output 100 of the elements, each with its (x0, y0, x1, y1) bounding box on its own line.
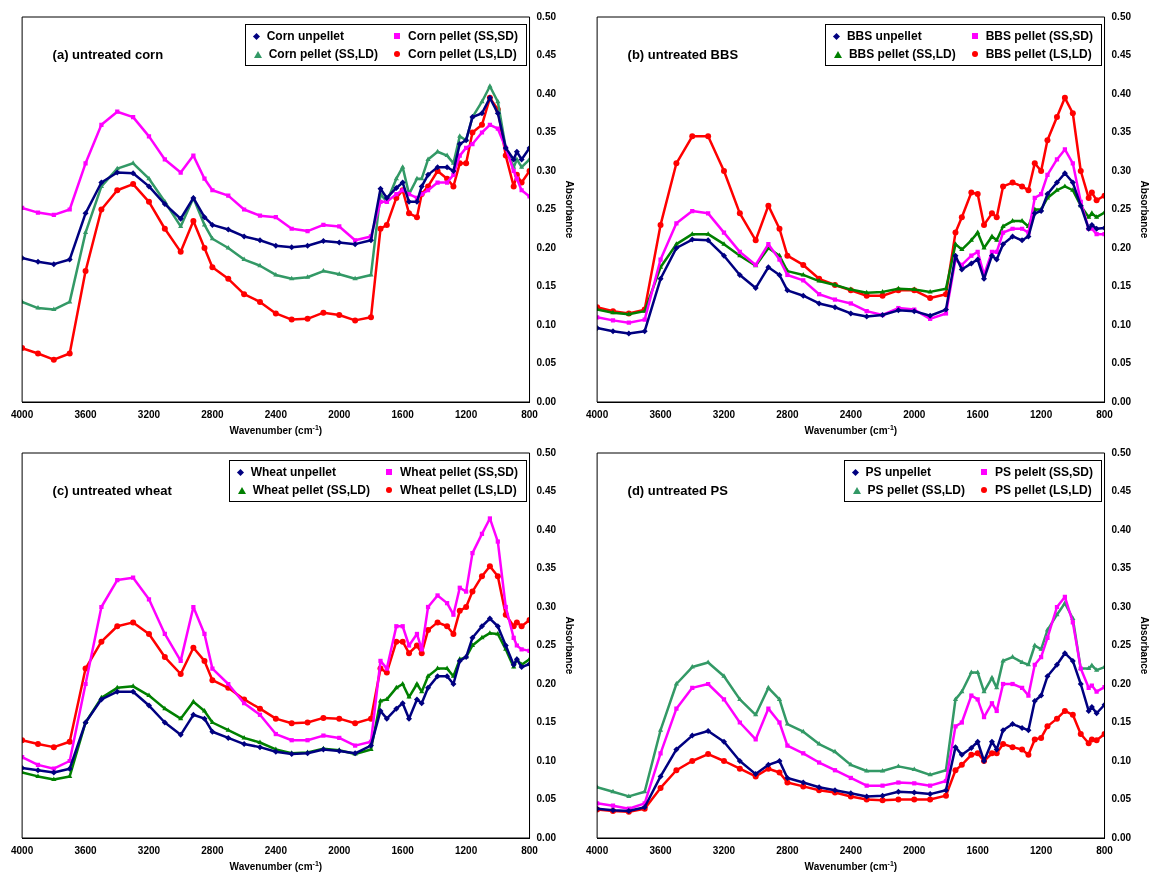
x-tick-label: 3200 (137, 408, 161, 420)
y-tick-label: 0.00 (1111, 831, 1132, 843)
x-tick-label: 2400 (264, 844, 288, 856)
x-tick-label: 1600 (966, 844, 990, 856)
y-tick-label: 0.30 (536, 164, 557, 176)
y-tick-label: 0.00 (536, 395, 557, 407)
y-tick-label: 0.45 (536, 485, 557, 497)
x-tick-label: 1200 (454, 844, 478, 856)
legend-label: Corn pellet (LS,LD) (407, 47, 517, 61)
legend-label: PS pellet (SS,LD) (867, 483, 965, 497)
y-axis-title: Absorbance (564, 180, 576, 239)
x-tick-label: 800 (1096, 408, 1114, 420)
y-tick-label: 0.20 (1111, 677, 1132, 689)
y-tick-label: 0.05 (1111, 793, 1132, 805)
y-tick-label: 0.05 (536, 793, 557, 805)
y-tick-label: 0.35 (1111, 562, 1132, 574)
y-tick-label: 0.50 (536, 446, 557, 458)
x-tick-label: 2000 (328, 408, 351, 420)
x-tick-label: 3600 (74, 408, 98, 420)
legend-label: Wheat unpellet (250, 465, 336, 479)
y-axis-title: Absorbance (564, 616, 576, 675)
y-axis-title: Absorbance (1139, 180, 1151, 239)
x-tick-label: 3200 (712, 844, 736, 856)
y-tick-label: 0.30 (536, 600, 557, 612)
y-tick-label: 0.50 (1111, 10, 1132, 22)
y-tick-label: 0.30 (1111, 600, 1132, 612)
legend-label: BBS unpellet (846, 29, 922, 43)
text: (a) untreated corn (52, 46, 164, 62)
x-tick-label: 4000 (586, 844, 609, 856)
y-tick-label: 0.15 (1111, 716, 1132, 728)
text: (b) untreated BBS (627, 46, 739, 62)
legend-label: PS unpellet (865, 465, 931, 479)
legend-label: BBS pellet (SS,LD) (848, 47, 956, 61)
y-tick-label: 0.10 (1111, 318, 1132, 330)
x-tick-label: 2400 (264, 408, 288, 420)
y-tick-label: 0.40 (536, 523, 557, 535)
y-tick-label: 0.15 (536, 280, 557, 292)
y-tick-label: 0.45 (536, 49, 557, 61)
y-tick-label: 0.35 (536, 562, 557, 574)
y-tick-label: 0.00 (1111, 395, 1132, 407)
y-tick-label: 0.25 (1111, 203, 1132, 215)
legend-label: Corn unpellet (266, 29, 344, 43)
x-tick-label: 4000 (586, 408, 609, 420)
x-tick-label: 1200 (1029, 408, 1053, 420)
y-tick-label: 0.20 (1111, 241, 1132, 253)
y-tick-label: 0.35 (536, 126, 557, 138)
x-tick-label: 2000 (903, 844, 926, 856)
x-tick-label: 2000 (903, 408, 926, 420)
text: (c) untreated wheat (52, 482, 173, 498)
x-tick-label: 1200 (1029, 844, 1053, 856)
y-tick-label: 0.50 (536, 10, 557, 22)
y-tick-label: 0.15 (536, 716, 557, 728)
legend-label: PS pelelt (SS,SD) (994, 465, 1093, 479)
legend-label: Corn pellet (SS,SD) (407, 29, 518, 43)
text: (d) untreated PS (627, 482, 729, 498)
y-tick-label: 0.40 (1111, 87, 1132, 99)
x-tick-label: 1200 (454, 408, 478, 420)
x-tick-label: 2400 (839, 844, 863, 856)
y-tick-label: 0.10 (536, 318, 557, 330)
x-tick-label: 4000 (11, 844, 34, 856)
legend-label: Wheat pellet (SS,LD) (252, 483, 370, 497)
x-tick-label: 3600 (649, 408, 673, 420)
x-tick-label: 1600 (391, 844, 415, 856)
y-tick-label: 0.10 (536, 754, 557, 766)
y-tick-label: 0.35 (1111, 126, 1132, 138)
x-tick-label: 2000 (328, 844, 351, 856)
y-tick-label: 0.45 (1111, 485, 1132, 497)
y-tick-label: 0.45 (1111, 49, 1132, 61)
y-tick-label: 0.05 (536, 357, 557, 369)
y-tick-label: 0.00 (536, 831, 557, 843)
x-tick-label: 2800 (776, 844, 799, 856)
x-tick-label: 800 (1096, 844, 1114, 856)
y-tick-label: 0.25 (1111, 639, 1132, 651)
x-tick-label: 4000 (11, 408, 34, 420)
y-tick-label: 0.30 (1111, 164, 1132, 176)
y-tick-label: 0.15 (1111, 280, 1132, 292)
y-tick-label: 0.40 (536, 87, 557, 99)
y-tick-label: 0.20 (536, 241, 557, 253)
y-tick-label: 0.05 (1111, 357, 1132, 369)
x-tick-label: 1600 (966, 408, 990, 420)
x-tick-label: 2800 (201, 408, 224, 420)
y-tick-label: 0.40 (1111, 523, 1132, 535)
legend-label: Corn pellet (SS,LD) (268, 47, 378, 61)
x-tick-label: 800 (521, 408, 539, 420)
x-tick-label: 3200 (712, 408, 736, 420)
y-tick-label: 0.25 (536, 203, 557, 215)
legend-label: Wheat pellet (LS,LD) (399, 483, 517, 497)
y-tick-label: 0.10 (1111, 754, 1132, 766)
x-tick-label: 3600 (74, 844, 98, 856)
x-tick-label: 3600 (649, 844, 673, 856)
x-tick-label: 3200 (137, 844, 161, 856)
y-tick-label: 0.25 (536, 639, 557, 651)
y-tick-label: 0.50 (1111, 446, 1132, 458)
y-axis-title: Absorbance (1139, 616, 1151, 675)
x-tick-label: 800 (521, 844, 539, 856)
legend-label: PS pellet (LS,LD) (994, 483, 1092, 497)
x-tick-label: 1600 (391, 408, 415, 420)
x-tick-label: 2400 (839, 408, 863, 420)
x-tick-label: 2800 (776, 408, 799, 420)
legend-label: BBS pellet (SS,SD) (985, 29, 1093, 43)
